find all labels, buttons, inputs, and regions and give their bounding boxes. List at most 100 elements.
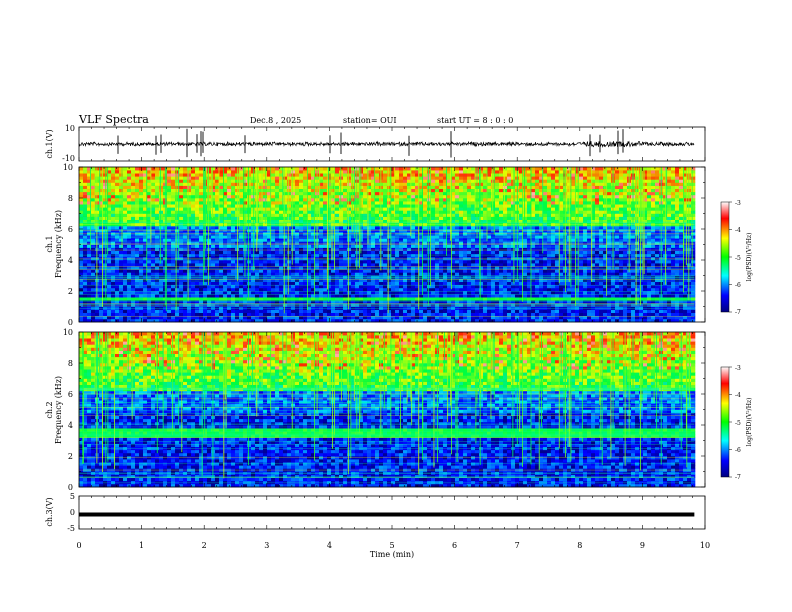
ch1-spectrogram-cell — [671, 250, 676, 255]
ch1-spectrogram-cell — [279, 266, 284, 270]
ch1-spectrogram-cell — [683, 291, 688, 295]
ch1-spectrogram-cell — [283, 250, 288, 255]
ch1-spectrogram-cell — [667, 291, 672, 295]
ch1-spectrogram-cell — [615, 260, 620, 264]
ch1-spectrogram-cell — [131, 309, 136, 313]
ch1-spectrogram-cell — [267, 253, 272, 258]
ch1-spectrogram-cell — [555, 300, 560, 304]
ch1-spectrogram-cell — [219, 225, 224, 230]
ch1-spectrogram-cell — [367, 294, 372, 298]
ch1-spectrogram-cell — [403, 232, 408, 236]
ch1-spectrogram-cell — [503, 281, 508, 286]
ch1-spectrogram-cell — [179, 247, 184, 251]
ch1-spectrogram-cell — [191, 235, 196, 239]
ch1-spectrogram-cell — [315, 250, 320, 255]
ch1-spectrogram-cell — [151, 260, 156, 264]
ch1-spectrogram-cell — [331, 247, 336, 251]
ch1-spectrogram-cell — [387, 300, 392, 304]
ch1-spectrogram-cell — [443, 263, 448, 267]
ch1-spectrogram-cell — [471, 284, 476, 289]
ch1-spectrogram-cell — [339, 238, 344, 242]
ch1-spectrogram-cell — [115, 315, 120, 320]
ch1-spectrogram-cell — [619, 318, 624, 323]
ch1-spectrogram-cell — [475, 278, 480, 282]
ch1-spectrogram-cell — [255, 263, 260, 267]
ch1-spectrogram-cell — [427, 278, 432, 282]
ch1-spectrogram-cell — [539, 238, 544, 242]
ch1-spectrogram-cell — [503, 278, 508, 282]
ch1-spectrogram-cell — [307, 256, 312, 261]
ch1-spectrogram-cell — [299, 244, 304, 248]
ch1-spectrogram-cell — [291, 294, 296, 298]
ch1-spectrogram-cell — [263, 309, 268, 313]
ch1-spectrogram-cell — [411, 238, 416, 242]
ch1-spectrogram-cell — [195, 294, 200, 298]
ch1-spectrogram-cell — [423, 315, 428, 320]
ch1-spectrogram-cell — [443, 272, 448, 276]
ch1-spectrogram-cell — [447, 263, 452, 267]
ch1-spectrogram-cell — [155, 256, 160, 261]
ch1-spectrogram-cell — [367, 287, 372, 292]
ch1-spectrogram-cell — [123, 294, 128, 298]
ch1-spectrogram-cell — [255, 318, 260, 323]
ch1-spectrogram-cell — [315, 309, 320, 313]
ch1-spectrogram-cell — [459, 300, 464, 304]
ch1-spectrogram-cell — [167, 278, 172, 282]
ch1-spectrogram-cell — [347, 225, 352, 230]
ch1-spectrogram-cell — [683, 309, 688, 313]
ch1-spectrogram-cell — [539, 297, 544, 301]
ch1-spectrogram-cell — [355, 284, 360, 289]
ch1-spectrogram-cell — [491, 315, 496, 320]
ch1-spectrogram-cell — [587, 315, 592, 320]
ch1-spectrogram-cell — [603, 260, 608, 264]
ch1-spectrogram-cell — [271, 278, 276, 282]
ch1-spectrogram-cell — [503, 284, 508, 289]
ch1-spectrogram-cell — [467, 309, 472, 313]
ch1-spectrogram-cell — [595, 318, 600, 323]
ch1-spectrogram-cell — [203, 238, 208, 242]
ch1-spectrogram-cell — [571, 250, 576, 255]
ch1-spectrogram-cell — [647, 309, 652, 313]
ch1-spectrogram-cell — [547, 287, 552, 292]
ch1-spectrogram-cell — [343, 300, 348, 304]
ch1-spectrogram-cell — [535, 291, 540, 295]
ch1-spectrogram-cell — [559, 225, 564, 230]
ch1-spectrogram-cell — [87, 263, 92, 267]
ch1-spectrogram-cell — [175, 315, 180, 320]
ch1-spectrogram-cell — [151, 300, 156, 304]
ch1-spectrogram-cell — [443, 238, 448, 242]
ch1-spectrogram-cell — [523, 318, 528, 323]
ch1-spectrogram-cell — [339, 287, 344, 292]
ch1-spectrogram-cell — [323, 312, 328, 317]
ch1-spectrogram-cell — [139, 309, 144, 313]
ch1-spectrogram-cell — [555, 312, 560, 317]
ch1-spectrogram-cell — [471, 250, 476, 255]
ch1-spectrogram-cell — [435, 260, 440, 264]
ch1-spectrogram-cell — [603, 256, 608, 261]
ch1-spectrogram-cell — [431, 281, 436, 286]
ch1-spectrogram-cell — [483, 297, 488, 301]
ch1-spectrogram-cell — [475, 260, 480, 264]
ch1-spectrogram-cell — [139, 278, 144, 282]
ch1-spectrogram-cell — [171, 232, 176, 236]
ch1-spectrogram-cell — [387, 294, 392, 298]
ch1-spectrogram-cell — [451, 235, 456, 239]
ch1-spectrogram-cell — [311, 312, 316, 317]
ch1-spectrogram-cell — [223, 294, 228, 298]
ch1-spectrogram-cell — [187, 318, 192, 323]
ch1-spectrogram-cell — [531, 253, 536, 258]
ch1-spectrogram-cell — [631, 284, 636, 289]
ch1-spectrogram-cell — [127, 260, 132, 264]
ch1-spectrogram-cell — [587, 269, 592, 273]
ch1-spectrogram-cell — [523, 291, 528, 295]
ch1-spectrogram-cell — [271, 253, 276, 258]
ch1-spectrogram-cell — [551, 238, 556, 242]
ch1-spectrogram-cell — [479, 260, 484, 264]
ch1-spectrogram-cell — [519, 318, 524, 323]
ch1-spectrogram-cell — [319, 269, 324, 273]
ch1-spectrogram-cell — [455, 263, 460, 267]
ch1-spectrogram-cell — [555, 266, 560, 270]
ch1-spectrogram-cell — [231, 278, 236, 282]
ch1-spectrogram-cell — [411, 232, 416, 236]
ch1-spectrogram-cell — [535, 260, 540, 264]
